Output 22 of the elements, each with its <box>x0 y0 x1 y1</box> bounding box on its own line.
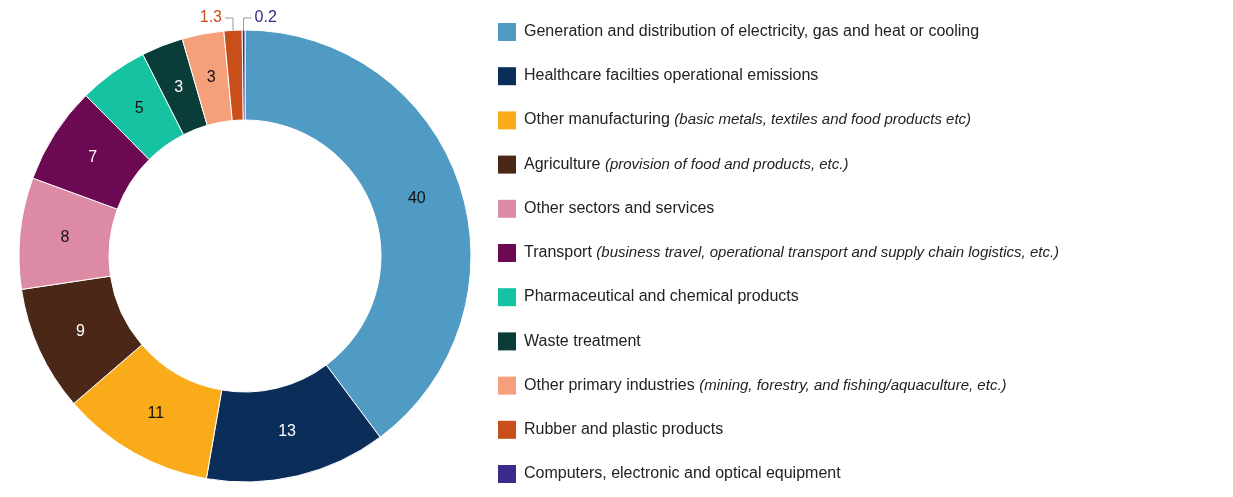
legend-label: Rubber and plastic products <box>524 420 724 438</box>
data-label: 3 <box>174 77 184 95</box>
legend-label: Agriculture (provision of food and products, etc.) <box>524 154 849 172</box>
legend-label: Generation and distribution of electricity, gas and heat or cooling <box>524 22 980 40</box>
data-label: 11 <box>147 403 165 421</box>
legend-label: Pharmaceutical and chemical products <box>524 287 799 305</box>
data-label: 3 <box>206 68 216 86</box>
data-label: 40 <box>407 189 426 207</box>
data-label: 5 <box>134 99 144 117</box>
legend-label: Other sectors and services <box>524 199 715 217</box>
legend-label: Transport (business travel, operational transport and supply chain logistics, etc.) <box>524 242 1060 261</box>
legend-label: Healthcare facilties operational emissions <box>524 66 819 84</box>
legend-label: Other manufacturing (basic metals, textiles and food products etc) <box>524 110 972 128</box>
data-label: 7 <box>88 148 98 166</box>
legend-label: Other primary industries (mining, forestry, and fishing/aquaculture, etc.) <box>524 375 1007 393</box>
data-label: 0.2 <box>254 8 277 26</box>
data-label: 9 <box>76 321 86 339</box>
data-label: 13 <box>278 422 297 440</box>
data-label: 1.3 <box>199 8 223 26</box>
data-label: 8 <box>60 227 70 245</box>
legend-label: Waste treatment <box>524 331 642 349</box>
legend-label: Computers, electronic and optical equipment <box>524 464 842 482</box>
